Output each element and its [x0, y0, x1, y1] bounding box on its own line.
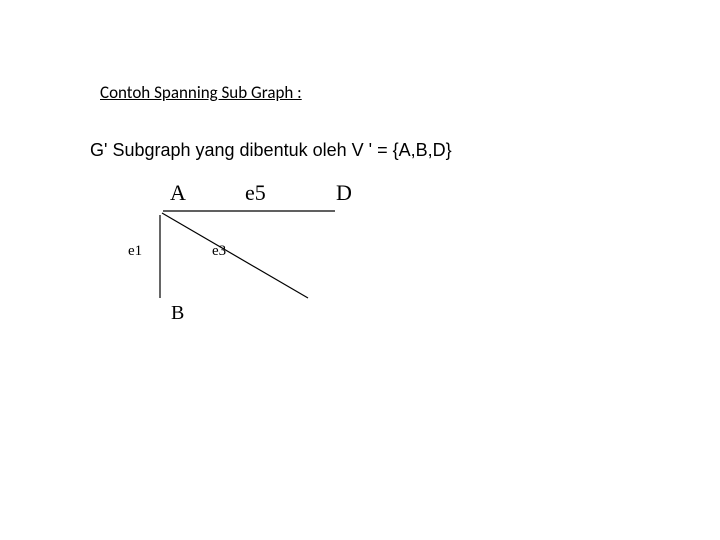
edge-label-e3: e3 — [212, 243, 226, 260]
edge-label-e5: e5 — [245, 180, 266, 206]
graph-diagram — [0, 0, 720, 540]
edge-label-e1: e1 — [128, 243, 142, 260]
node-label-D: D — [336, 180, 352, 206]
node-label-B: B — [171, 302, 184, 325]
edge-e3 — [162, 213, 308, 298]
node-label-A: A — [170, 180, 186, 206]
